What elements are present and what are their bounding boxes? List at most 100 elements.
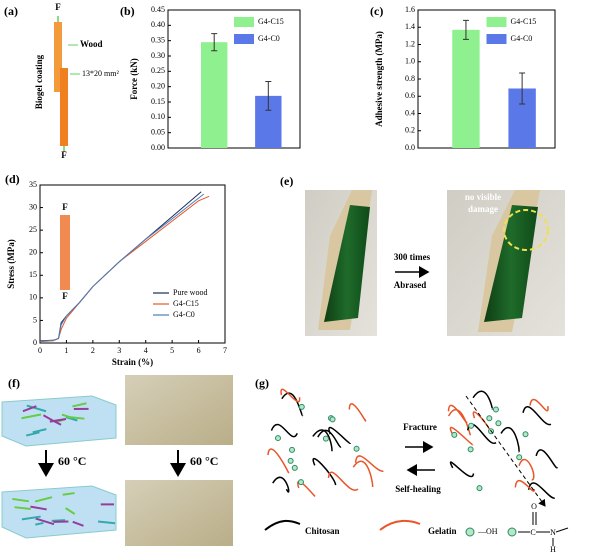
fiber <box>67 415 85 420</box>
group <box>287 457 294 464</box>
y-tick-label: 10 <box>29 293 37 302</box>
y-tick-label: 0.20 <box>151 81 165 90</box>
chitosan-label: Chitosan <box>305 526 340 536</box>
temperature: 60 °C <box>190 454 218 468</box>
error-bar <box>211 33 218 52</box>
axes-frame <box>39 184 226 344</box>
gel-box <box>1 485 117 539</box>
fracture-line <box>465 395 546 507</box>
error-bar <box>462 19 469 40</box>
chitosan-chain <box>522 405 552 426</box>
y-axis-label: Stress (MPa) <box>6 239 16 289</box>
gelatin-chain <box>267 448 290 474</box>
line <box>39 193 205 342</box>
group <box>297 479 304 486</box>
y-tick-label: 0 <box>33 338 37 347</box>
chitosan-chain <box>312 457 337 486</box>
y-tick-label: 0.6 <box>405 91 415 100</box>
legend-label: G4-C15 <box>258 17 284 26</box>
error-bar <box>519 72 526 105</box>
wood-label: Wood <box>80 39 103 49</box>
bar <box>452 29 480 148</box>
note: no visible <box>465 192 501 202</box>
fiber <box>26 404 47 413</box>
panel-label: (d) <box>5 172 20 186</box>
group <box>522 431 529 438</box>
chitosan-chain <box>270 423 298 438</box>
oh-label: —OH <box>477 527 498 536</box>
fiber <box>21 413 42 420</box>
fiber <box>97 520 116 525</box>
forward-label: Fracture <box>403 422 437 432</box>
x-axis-label: Strain (%) <box>112 357 153 367</box>
panel-label: (c) <box>370 4 383 18</box>
photo <box>125 480 233 546</box>
coating <box>324 205 370 322</box>
x-tick-label: 4 <box>144 346 148 355</box>
chitosan-chain <box>449 461 475 478</box>
gelatin-chain <box>280 388 301 403</box>
backward-label: Self-healing <box>395 484 441 494</box>
group <box>492 406 499 413</box>
count-label: 300 times <box>394 252 431 262</box>
legend-swatch <box>486 17 507 27</box>
gelatin-chain <box>449 426 474 446</box>
legend-label: G4-C15 <box>511 17 537 26</box>
error-bar <box>265 80 272 111</box>
y-tick-label: 0.25 <box>151 66 165 75</box>
y-tick-label: 15 <box>29 270 37 279</box>
group <box>486 415 493 422</box>
panel-label: (f) <box>8 376 20 390</box>
gelatin-chain <box>352 460 374 488</box>
y-tick-label: 0.4 <box>405 108 415 117</box>
y-tick-label: 0.05 <box>151 127 165 136</box>
panel-label: (g) <box>255 376 269 390</box>
x-tick-label: 7 <box>223 346 227 355</box>
inset-label: F <box>62 202 68 212</box>
y-tick-label: 20 <box>29 248 37 257</box>
axes-frame <box>167 9 301 149</box>
legend-swatch <box>486 34 507 44</box>
legend-label: G4-C0 <box>173 310 195 319</box>
coating-label: Biogel coating <box>34 54 44 109</box>
y-tick-label: 35 <box>29 180 37 189</box>
gelatin-chain <box>472 411 491 432</box>
legend-swatch <box>234 17 254 27</box>
group <box>289 446 296 453</box>
legend-swatch <box>234 34 254 44</box>
fiber <box>32 428 47 434</box>
y-tick-label: 0.10 <box>151 112 165 121</box>
group <box>468 422 475 429</box>
group <box>298 403 305 410</box>
panel-label: (e) <box>280 174 293 188</box>
gelatin-chain <box>354 455 384 472</box>
force-label: F <box>55 2 61 12</box>
y-tick-label: 0.0 <box>405 143 415 152</box>
gelatin-chain <box>447 404 468 424</box>
action-label: Abrased <box>394 280 427 290</box>
gelatin-chain <box>327 471 359 491</box>
atom: H <box>550 545 556 554</box>
panel-label: (b) <box>120 4 135 18</box>
wood-strip <box>60 68 68 146</box>
x-tick-label: 1 <box>64 346 68 355</box>
panel-f: (f) 60 °C 60 °C <box>1 375 233 546</box>
y-tick-label: 0.40 <box>151 20 165 29</box>
y-tick-label: 0.35 <box>151 35 165 44</box>
chitosan-chain <box>317 429 342 448</box>
x-tick-label: 5 <box>170 346 174 355</box>
chitosan-chain <box>472 390 493 410</box>
legend-label: G4-C15 <box>173 299 199 308</box>
y-tick-label: 1.0 <box>405 57 415 66</box>
fiber <box>35 517 55 526</box>
group <box>353 445 360 452</box>
atom: N <box>550 528 556 537</box>
atom: C <box>530 528 535 537</box>
panel-e: (e) 300 times Abrased no visible damage <box>280 174 565 336</box>
size-label: 13*20 mm² <box>82 69 119 78</box>
amide-key <box>507 527 517 537</box>
oh-key <box>465 527 475 537</box>
group <box>322 435 329 442</box>
y-tick-label: 0.2 <box>405 126 415 135</box>
